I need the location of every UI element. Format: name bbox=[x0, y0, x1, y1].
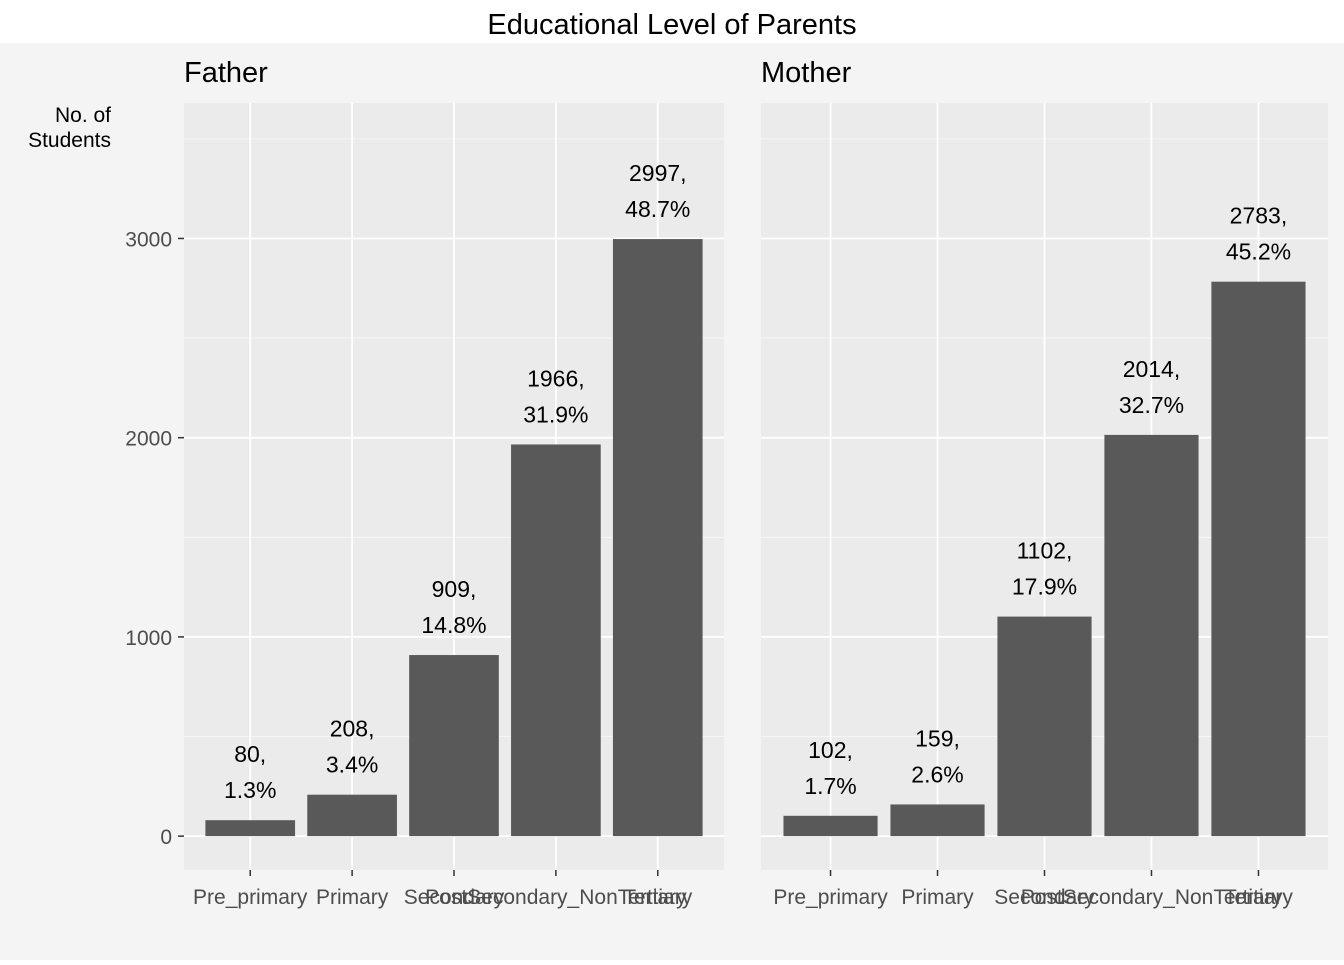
y-tick-label: 1000 bbox=[125, 627, 172, 650]
data-label-count: 102, bbox=[808, 737, 853, 763]
y-axis-label-line-1: No. of bbox=[55, 104, 111, 127]
data-label-percent: 14.8% bbox=[421, 612, 486, 638]
title-strip bbox=[0, 0, 1344, 43]
x-tick-label: Pre_primary bbox=[193, 886, 308, 909]
bar-pre-primary bbox=[783, 815, 878, 837]
data-label-count: 1966, bbox=[527, 365, 585, 391]
data-label-count: 159, bbox=[915, 725, 960, 751]
x-tick-label: Primary bbox=[316, 886, 389, 909]
bar-primary bbox=[890, 804, 985, 837]
data-label-percent: 1.3% bbox=[224, 777, 276, 803]
y-axis-label-line-2: Students bbox=[28, 129, 111, 152]
bar-postsecondary-nontertiary bbox=[511, 444, 601, 837]
data-label-percent: 31.9% bbox=[523, 401, 588, 427]
panel-title: Mother bbox=[761, 57, 852, 89]
bar-secondary bbox=[997, 616, 1092, 837]
y-tick-label: 0 bbox=[160, 826, 172, 849]
data-label-percent: 1.7% bbox=[804, 773, 856, 799]
data-label-percent: 48.7% bbox=[625, 196, 690, 222]
y-tick-label: 3000 bbox=[125, 228, 172, 251]
data-label-percent: 32.7% bbox=[1119, 392, 1184, 418]
data-label-count: 909, bbox=[432, 576, 477, 602]
data-label-count: 1102, bbox=[1017, 538, 1073, 564]
data-label-percent: 45.2% bbox=[1226, 239, 1291, 265]
panel-mother: 102, 1.7% Pre_primary 159, 2.6% Primary 1102, 1… bbox=[761, 57, 1328, 909]
bar-secondary bbox=[409, 655, 499, 837]
bar-tertiary bbox=[1211, 281, 1306, 837]
bar-postsecondary-nontertiary bbox=[1104, 434, 1199, 837]
x-tick-label: Pre_primary bbox=[773, 886, 888, 909]
data-label-count: 2014, bbox=[1123, 356, 1181, 382]
x-tick-label: Primary bbox=[901, 886, 974, 909]
data-label-count: 80, bbox=[234, 741, 266, 767]
data-label-percent: 3.4% bbox=[326, 752, 378, 778]
data-label-count: 208, bbox=[330, 716, 375, 742]
panel-father: 80, 1.3% Pre_primary 208, 3.4% Primary 909, 14.… bbox=[125, 57, 724, 909]
panels: 80, 1.3% Pre_primary 208, 3.4% Primary 909, 14.… bbox=[125, 57, 1328, 909]
data-label-count: 2997, bbox=[629, 160, 687, 186]
bar-primary bbox=[307, 794, 397, 837]
data-label-percent: 2.6% bbox=[911, 761, 963, 787]
x-tick-label: Tertiary bbox=[1224, 886, 1293, 909]
panel-title: Father bbox=[184, 57, 268, 89]
data-label-percent: 17.9% bbox=[1012, 574, 1077, 600]
x-tick-label: PostSecondary_NonTertiary bbox=[1021, 886, 1283, 909]
data-label-count: 2783, bbox=[1230, 203, 1288, 229]
x-tick-label: Tertiary bbox=[623, 886, 692, 909]
x-tick-label: Secondary bbox=[404, 886, 505, 909]
chart-title: Educational Level of Parents bbox=[487, 9, 856, 41]
x-tick-label: Secondary bbox=[994, 886, 1095, 909]
bar-tertiary bbox=[612, 239, 703, 837]
y-tick-label: 2000 bbox=[125, 428, 172, 451]
x-tick-label: PostSecondary_NonTertiary bbox=[425, 886, 687, 909]
bar-pre-primary bbox=[205, 820, 296, 837]
